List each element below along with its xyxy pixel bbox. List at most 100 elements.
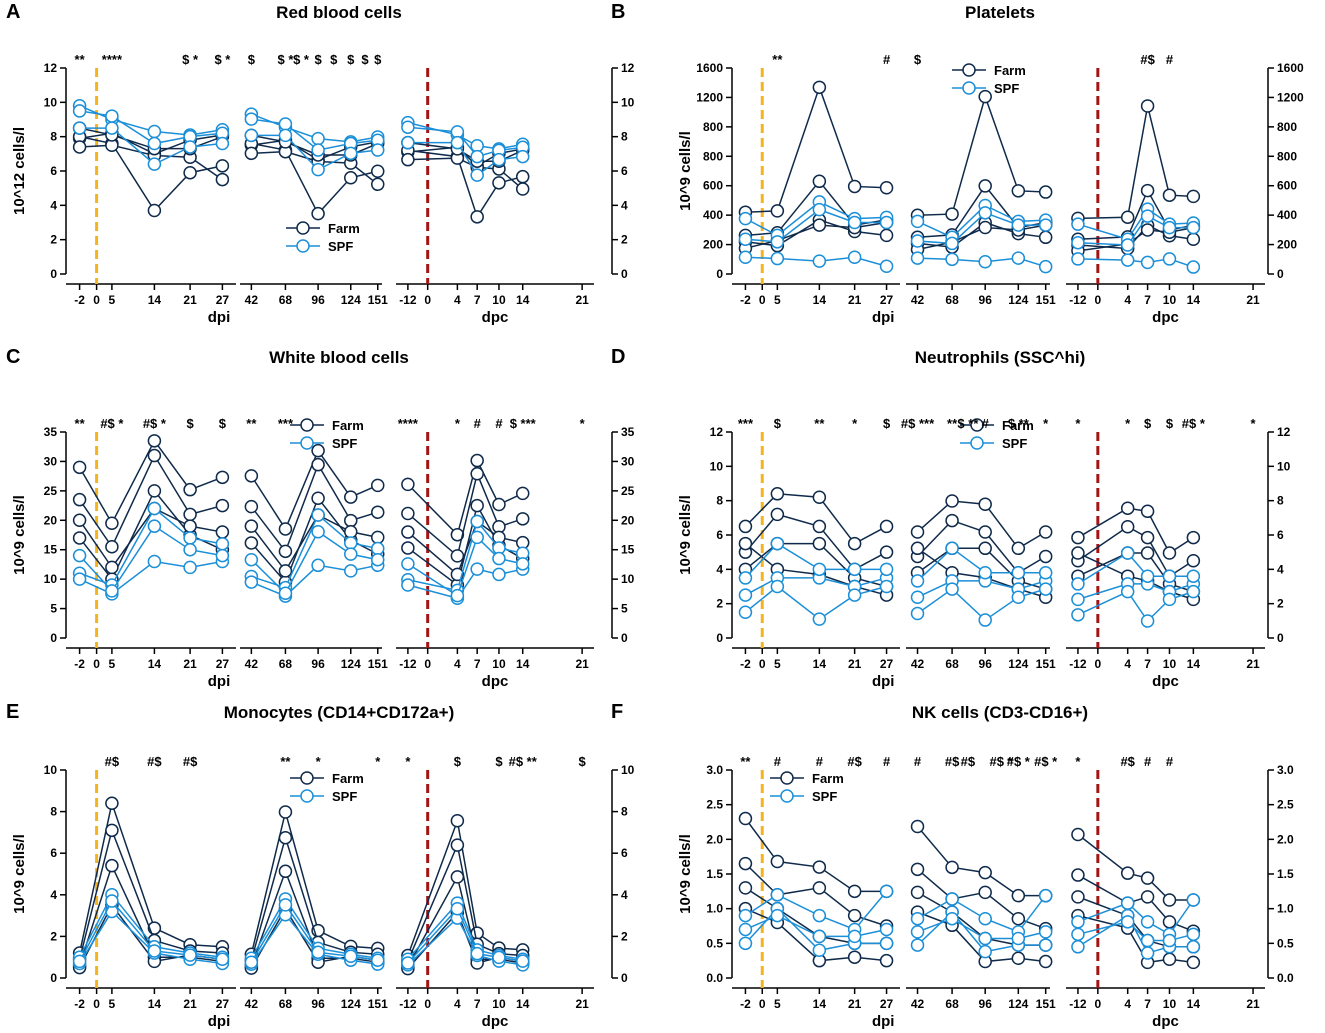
data-point-spf bbox=[1120, 896, 1135, 910]
data-point-farm bbox=[401, 152, 415, 167]
data-point-farm bbox=[812, 536, 827, 551]
significance-annotation: #$ * bbox=[143, 416, 167, 431]
data-point-spf bbox=[311, 508, 325, 522]
significance-annotation: * bbox=[1043, 416, 1049, 431]
data-point-spf bbox=[738, 922, 753, 937]
data-point-spf bbox=[492, 950, 506, 965]
data-point-farm bbox=[1011, 951, 1026, 965]
significance-annotation: #$ * bbox=[1007, 754, 1031, 769]
y-tick-label: 0 bbox=[716, 631, 723, 645]
data-point-spf bbox=[515, 954, 530, 968]
panel-letter: B bbox=[611, 1, 625, 23]
x-tick-label: -12 bbox=[399, 293, 417, 307]
legend-marker-spf bbox=[780, 789, 794, 803]
data-point-farm bbox=[812, 80, 827, 95]
data-point-spf bbox=[105, 109, 119, 123]
x-tick-label: 4 bbox=[1124, 997, 1131, 1011]
y-tick-label: 8 bbox=[621, 805, 628, 819]
data-point-spf bbox=[183, 560, 197, 575]
data-point-farm bbox=[244, 146, 259, 161]
x-tick-label: 96 bbox=[979, 997, 993, 1011]
data-point-spf bbox=[978, 613, 992, 627]
data-point-spf bbox=[978, 931, 992, 946]
significance-annotation: $ ** bbox=[957, 416, 979, 431]
data-point-spf bbox=[311, 525, 325, 539]
data-point-spf bbox=[847, 588, 862, 602]
data-point-farm bbox=[450, 814, 465, 828]
data-point-spf bbox=[401, 135, 415, 150]
y-tick-label: 30 bbox=[44, 454, 58, 468]
data-point-farm bbox=[215, 172, 230, 187]
x-axis-label: dpi bbox=[872, 673, 895, 690]
significance-annotation: # bbox=[474, 416, 482, 431]
x-tick-label: -2 bbox=[740, 293, 751, 307]
significance-annotation: $ bbox=[330, 52, 338, 67]
x-tick-label: 0 bbox=[424, 657, 431, 671]
x-tick-label: 21 bbox=[575, 293, 589, 307]
data-point-farm bbox=[812, 218, 827, 232]
x-axis-label: dpc bbox=[1152, 1013, 1179, 1030]
x-tick-label: 4 bbox=[454, 997, 461, 1011]
data-point-spf bbox=[879, 259, 894, 274]
y-tick-label: 8 bbox=[716, 494, 723, 508]
significance-annotation: $ bbox=[186, 416, 194, 431]
data-point-spf bbox=[370, 552, 385, 567]
data-point-spf bbox=[344, 949, 358, 964]
x-tick-label: -12 bbox=[1069, 293, 1087, 307]
data-point-spf bbox=[147, 944, 162, 958]
data-point-spf bbox=[1071, 940, 1085, 954]
data-point-spf bbox=[1038, 938, 1053, 952]
data-point-spf bbox=[1011, 218, 1026, 232]
significance-annotation: # bbox=[1166, 52, 1174, 67]
legend-marker-spf bbox=[300, 789, 314, 803]
data-point-farm bbox=[147, 448, 162, 463]
y-tick-label: 15 bbox=[621, 543, 635, 557]
data-point-farm bbox=[1162, 893, 1177, 907]
data-point-farm bbox=[72, 531, 87, 545]
data-point-farm bbox=[1120, 210, 1135, 224]
y-tick-label: 6 bbox=[716, 528, 723, 542]
significance-annotation: ** bbox=[75, 416, 86, 431]
x-tick-label: 0 bbox=[759, 293, 766, 307]
data-point-spf bbox=[105, 121, 119, 135]
y-tick-label: 2.5 bbox=[1277, 798, 1294, 812]
data-point-farm bbox=[812, 519, 827, 534]
data-point-farm bbox=[770, 204, 785, 218]
data-point-farm bbox=[215, 470, 230, 485]
x-tick-label: 14 bbox=[813, 293, 827, 307]
data-point-farm bbox=[492, 497, 506, 512]
x-tick-label: 96 bbox=[979, 657, 993, 671]
panel-letter: F bbox=[611, 701, 623, 723]
data-point-spf bbox=[311, 143, 325, 157]
x-tick-label: 96 bbox=[979, 293, 993, 307]
data-point-spf bbox=[72, 121, 87, 135]
data-point-spf bbox=[215, 537, 230, 551]
x-tick-label: 14 bbox=[148, 293, 162, 307]
data-point-farm bbox=[910, 885, 925, 900]
x-tick-label: -2 bbox=[74, 997, 85, 1011]
legend-label: SPF bbox=[1002, 436, 1027, 451]
legend-label: Farm bbox=[1002, 418, 1034, 433]
x-tick-label: -12 bbox=[1069, 657, 1087, 671]
data-point-spf bbox=[945, 236, 959, 251]
x-tick-label: 10 bbox=[492, 293, 506, 307]
y-tick-label: 4 bbox=[50, 888, 57, 902]
significance-annotation: #$ * bbox=[100, 416, 124, 431]
y-tick-label: 8 bbox=[50, 130, 57, 144]
data-point-farm bbox=[450, 838, 465, 852]
x-tick-label: 96 bbox=[311, 293, 325, 307]
data-point-spf bbox=[401, 557, 415, 571]
data-point-farm bbox=[370, 164, 385, 179]
data-point-farm bbox=[978, 541, 992, 556]
significance-annotation: $ *** bbox=[510, 416, 537, 431]
y-tick-label: 35 bbox=[621, 425, 635, 439]
data-point-spf bbox=[215, 548, 230, 563]
legend-label: Farm bbox=[332, 771, 364, 786]
significance-annotation: ** bbox=[740, 754, 751, 769]
x-tick-label: 14 bbox=[516, 997, 530, 1011]
y-tick-label: 2 bbox=[50, 929, 57, 943]
panel-title: NK cells (CD3-CD16+) bbox=[912, 703, 1088, 722]
data-point-spf bbox=[1186, 569, 1201, 583]
data-point-farm bbox=[344, 513, 358, 528]
